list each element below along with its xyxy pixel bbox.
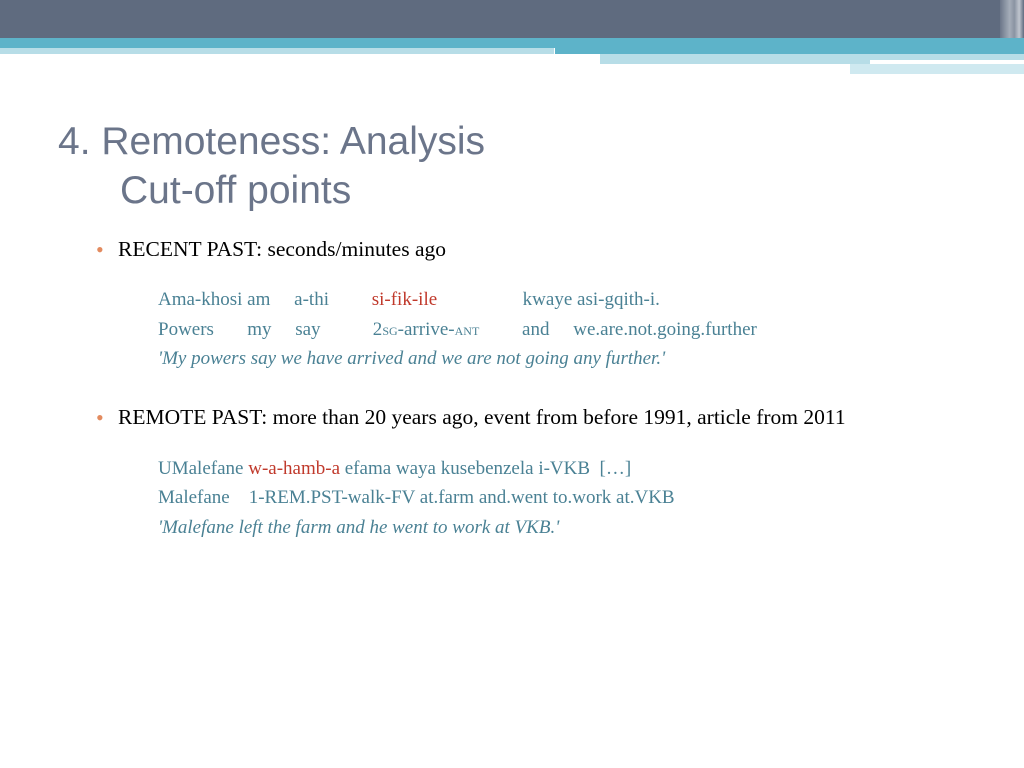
gloss-morphemes: Powers my say 2sg-arrive-ant and we.are.… [158,315,966,344]
decor-top-bar [0,0,1024,38]
example-remote-past: UMalefane w-a-hamb-a efama waya kusebenz… [96,454,966,542]
decor-cyan-stripe [555,38,1024,54]
decor-cyan-stripe [600,60,870,64]
gloss-translation: 'My powers say we have arrived and we ar… [158,344,966,373]
title-line-1: 4. Remoteness: Analysis [58,120,485,163]
bullet-label: RECENT PAST: seconds/minutes ago [118,237,446,261]
bullet-label: REMOTE PAST: more than 20 years ago, eve… [118,405,846,429]
slide-body: RECENT PAST: seconds/minutes ago Ama-kho… [58,236,966,543]
decor-cyan-stripe [850,64,1024,74]
bullet-recent-past: RECENT PAST: seconds/minutes ago [96,236,966,264]
decor-top-bar-edge [1000,0,1024,38]
slide-content: 4. Remoteness: Analysis Cut-off points R… [58,118,966,572]
gloss-translation: 'Malefane left the farm and he went to w… [158,513,966,542]
gloss-source: UMalefane w-a-hamb-a efama waya kusebenz… [158,454,966,483]
slide-title: 4. Remoteness: Analysis Cut-off points [58,118,966,216]
bullet-remote-past: REMOTE PAST: more than 20 years ago, eve… [96,404,966,432]
gloss-morphemes: Malefane 1-REM.PST-walk-FV at.farm and.w… [158,483,966,512]
gloss-source: Ama-khosi am a-thi si-fik-ile kwaye asi-… [158,285,966,314]
title-line-2: Cut-off points [120,167,966,216]
decor-cyan-stripe [0,38,555,48]
decor-cyan-stripe [0,48,554,54]
example-recent-past: Ama-khosi am a-thi si-fik-ile kwaye asi-… [96,285,966,373]
